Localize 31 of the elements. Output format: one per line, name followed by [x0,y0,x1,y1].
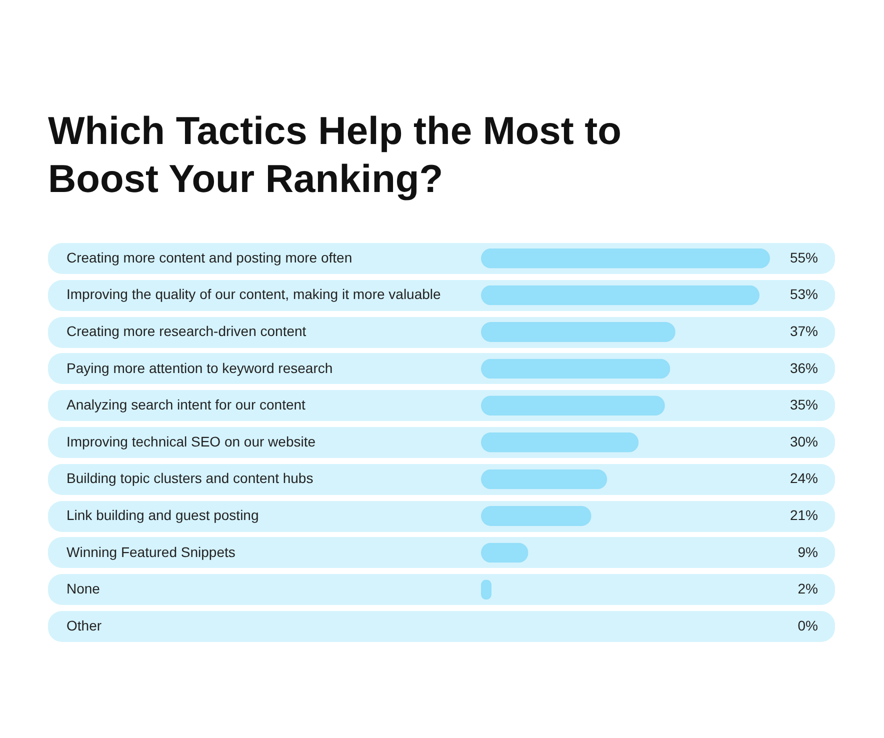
y-tick-label: Analyzing search intent for our content [66,396,306,413]
y-tick-label: Building topic clusters and content hubs [66,470,314,486]
bar [481,506,592,526]
y-tick-label: None [66,580,100,597]
y-tick-label: Link building and guest posting [66,507,259,523]
bar [481,432,639,452]
data-label: 24% [790,470,818,486]
data-label: 53% [790,286,818,302]
y-tick-label: Winning Featured Snippets [66,544,236,560]
data-label: 9% [798,544,818,560]
data-label: 2% [798,580,818,597]
chart-title: Which Tactics Help the Most to Boost Your Ranking? [48,109,622,203]
data-label: 0% [798,617,818,634]
data-label: 55% [790,249,818,266]
bar [481,248,770,268]
bar [481,469,608,490]
bar [481,322,676,342]
y-tick-label: Improving the quality of our content, making it more valuable [66,286,442,302]
y-tick-label: Improving technical SEO on our website [66,433,316,450]
y-tick-label: Other [66,617,102,634]
y-tick-label: Creating more research-driven content [66,323,306,339]
bar [481,358,670,379]
data-label: 30% [790,433,818,450]
bar [481,285,760,306]
data-label: 21% [790,507,818,523]
y-tick-label: Paying more attention to keyword research [66,360,333,376]
bar [481,396,665,416]
y-tick-label: Creating more content and posting more often [66,249,352,266]
data-label: 37% [790,323,818,339]
data-label: 35% [790,396,818,413]
data-label: 36% [790,360,818,376]
